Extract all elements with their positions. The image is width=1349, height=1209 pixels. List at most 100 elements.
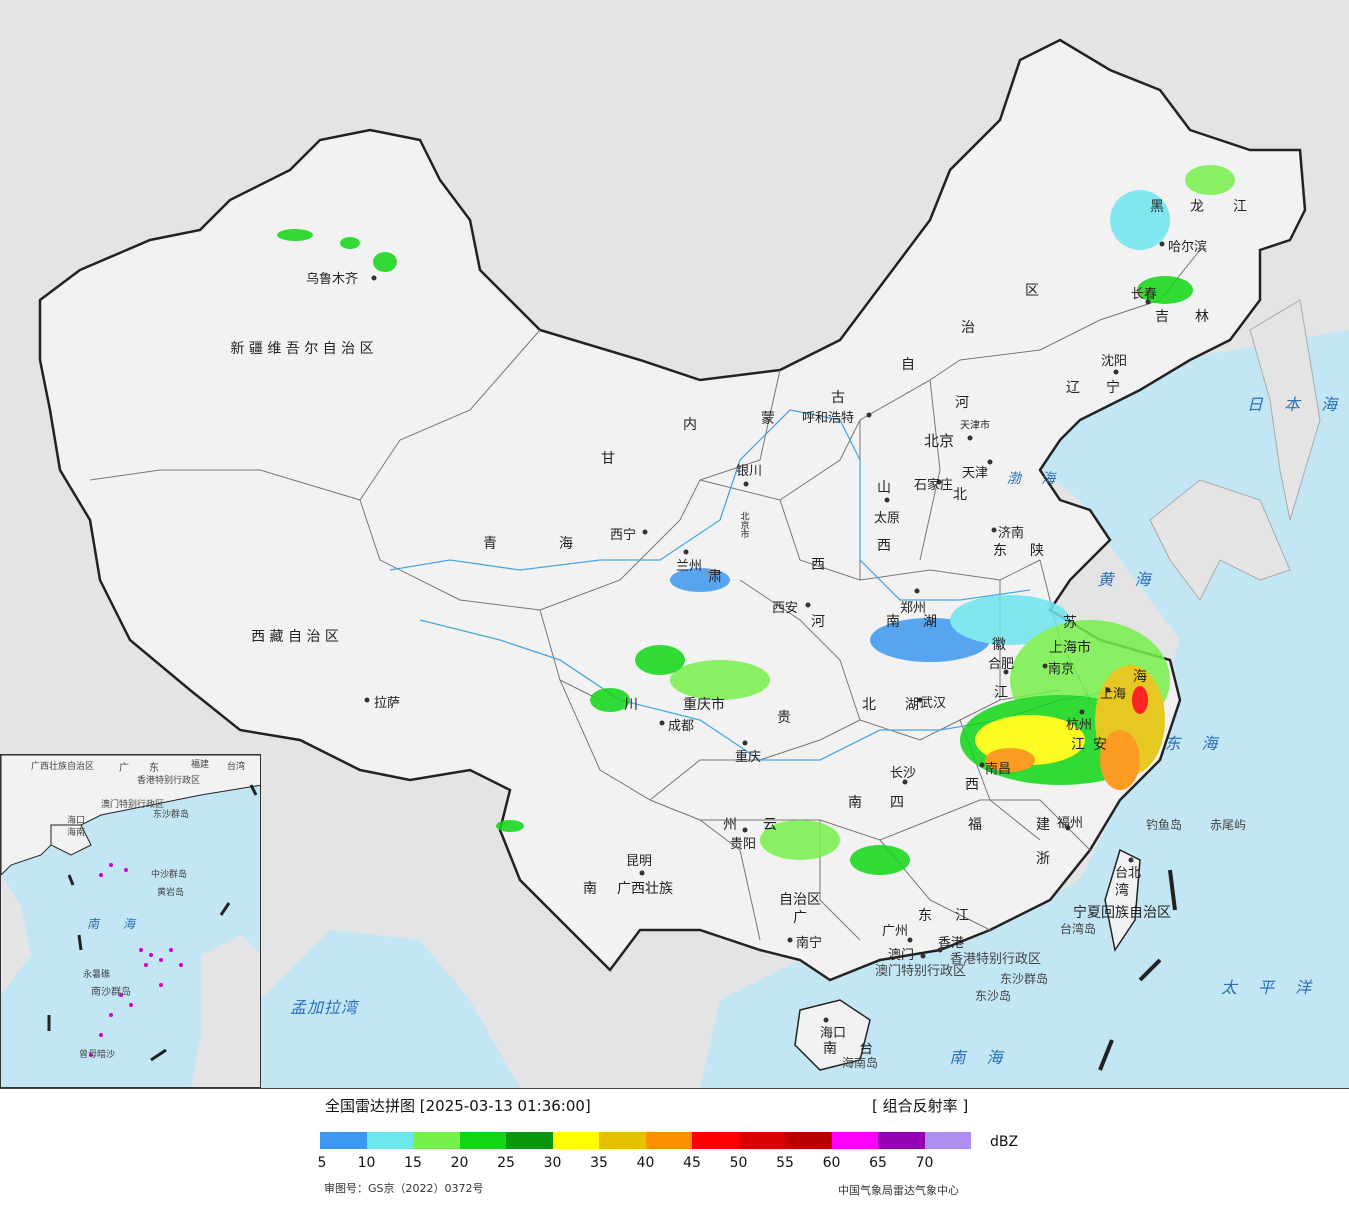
city-dot bbox=[743, 481, 749, 487]
city-label: 广州 bbox=[882, 924, 909, 939]
province-label: 江 bbox=[1233, 199, 1247, 215]
scale-segment bbox=[924, 1132, 971, 1149]
city-label: 南京 bbox=[1048, 662, 1075, 677]
inset-label: 广西壮族自治区 bbox=[31, 762, 95, 772]
province-label: 林 bbox=[1195, 309, 1209, 325]
province-label: 自治区 bbox=[779, 892, 821, 908]
city-label: 成都 bbox=[668, 719, 695, 734]
city-label: 南宁 bbox=[796, 936, 823, 951]
city-dot bbox=[1042, 663, 1048, 669]
city-dot bbox=[642, 529, 648, 535]
sea-label: 南 海 bbox=[949, 1048, 1011, 1067]
province-label: 台 bbox=[859, 1041, 873, 1057]
city-dot bbox=[920, 953, 926, 959]
city-dot bbox=[1065, 825, 1071, 831]
city-dot bbox=[1105, 687, 1111, 693]
city-label: 合肥 bbox=[988, 657, 1015, 672]
province-label: 西 bbox=[965, 777, 979, 793]
city-label: 长沙 bbox=[890, 766, 917, 781]
province-label: 甘 bbox=[601, 451, 615, 467]
scale-tick: 50 bbox=[729, 1155, 748, 1171]
city-label: 长春 bbox=[1131, 287, 1158, 302]
province-label: 苏 bbox=[1063, 615, 1077, 631]
city-dot bbox=[917, 697, 923, 703]
province-label: 西 bbox=[811, 557, 825, 573]
scale-tick: 30 bbox=[543, 1155, 562, 1171]
province-label: 西 藏 自 治 区 bbox=[251, 629, 339, 645]
province-label: 龙 bbox=[1190, 199, 1204, 215]
city-label: 天津 bbox=[962, 466, 989, 481]
island-label: 海南岛 bbox=[842, 1056, 879, 1070]
scale-segment bbox=[692, 1132, 739, 1149]
province-label: 肃 bbox=[708, 569, 722, 585]
scale-segment bbox=[785, 1132, 832, 1149]
province-label: 四 bbox=[890, 795, 904, 811]
province-label: 州 bbox=[723, 817, 737, 833]
taiwan-island bbox=[1104, 848, 1141, 952]
city-label: 兰州 bbox=[676, 559, 703, 574]
scale-tick: 55 bbox=[776, 1155, 794, 1171]
city-label: 杭州 bbox=[1066, 718, 1093, 733]
city-dot bbox=[1113, 369, 1119, 375]
province-label: 东 bbox=[993, 543, 1007, 559]
city-dot bbox=[979, 762, 985, 768]
city-label: 哈尔滨 bbox=[1168, 240, 1208, 255]
province-label: 江 bbox=[955, 908, 969, 924]
province-label: 江 bbox=[1071, 737, 1085, 753]
province-label: 宁 bbox=[1106, 380, 1120, 396]
city-label: 郑州 bbox=[900, 601, 927, 616]
scale-tick: 45 bbox=[683, 1155, 701, 1171]
inset-label: 广 bbox=[119, 763, 129, 774]
province-label: 浙 bbox=[1036, 851, 1050, 867]
city-label: 福州 bbox=[1057, 816, 1084, 831]
island-label: 东沙岛 bbox=[975, 989, 1012, 1003]
scale-tick: 5 bbox=[317, 1155, 327, 1171]
scale-segment bbox=[645, 1132, 692, 1149]
scale-tick: 15 bbox=[404, 1155, 422, 1171]
province-label: 福 bbox=[968, 817, 982, 833]
scale-tick: 10 bbox=[357, 1155, 376, 1171]
scale-segment bbox=[878, 1132, 925, 1149]
city-dot bbox=[371, 275, 377, 281]
city-dot bbox=[1079, 709, 1085, 715]
island-label: 东沙群岛 bbox=[1000, 972, 1049, 986]
city-label: 太原 bbox=[874, 511, 901, 526]
province-label: 吉 bbox=[1155, 309, 1169, 325]
province-label: 山 bbox=[877, 480, 891, 496]
city-dot bbox=[907, 937, 913, 943]
city-dot bbox=[659, 720, 665, 726]
hainan-island bbox=[794, 999, 871, 1071]
province-label: 湖 bbox=[905, 697, 919, 713]
color-scale bbox=[320, 1132, 971, 1149]
city-dot bbox=[742, 740, 748, 746]
island-label: 赤尾屿 bbox=[1210, 818, 1247, 832]
city-label: 北京 bbox=[924, 432, 955, 450]
scale-segment bbox=[506, 1132, 553, 1149]
city-dot bbox=[1003, 669, 1009, 675]
city-label: 昆明 bbox=[626, 854, 653, 869]
province-label: 重庆市 bbox=[683, 697, 725, 713]
province-label: 广 bbox=[793, 910, 807, 926]
province-label: 东 bbox=[918, 908, 932, 924]
sea-label: 东 海 bbox=[1164, 734, 1226, 753]
province-label: 云 bbox=[763, 817, 777, 833]
city-dot bbox=[884, 497, 890, 503]
city-dot bbox=[987, 459, 993, 465]
province-label: 区 bbox=[1025, 283, 1039, 299]
province-label: 贵 bbox=[777, 710, 791, 726]
scale-segment bbox=[831, 1132, 878, 1149]
province-label: 海 bbox=[1133, 669, 1147, 685]
province-label: 川 bbox=[624, 697, 638, 713]
city-dot bbox=[914, 588, 920, 594]
sea-label: 孟加拉湾 bbox=[289, 998, 359, 1017]
scale-segment bbox=[552, 1132, 599, 1149]
province-label: 陕 bbox=[1030, 543, 1044, 559]
province-label: 北 bbox=[862, 697, 876, 713]
province-label: 辽 bbox=[1066, 380, 1080, 396]
province-label: 南 bbox=[823, 1041, 837, 1057]
island-label: 台湾岛 bbox=[1060, 922, 1097, 936]
city-label: 济南 bbox=[998, 526, 1025, 541]
sea-label: 渤 海 bbox=[1006, 471, 1064, 487]
city-dot bbox=[1159, 241, 1165, 247]
inset-label: 中沙群岛 bbox=[151, 870, 188, 880]
